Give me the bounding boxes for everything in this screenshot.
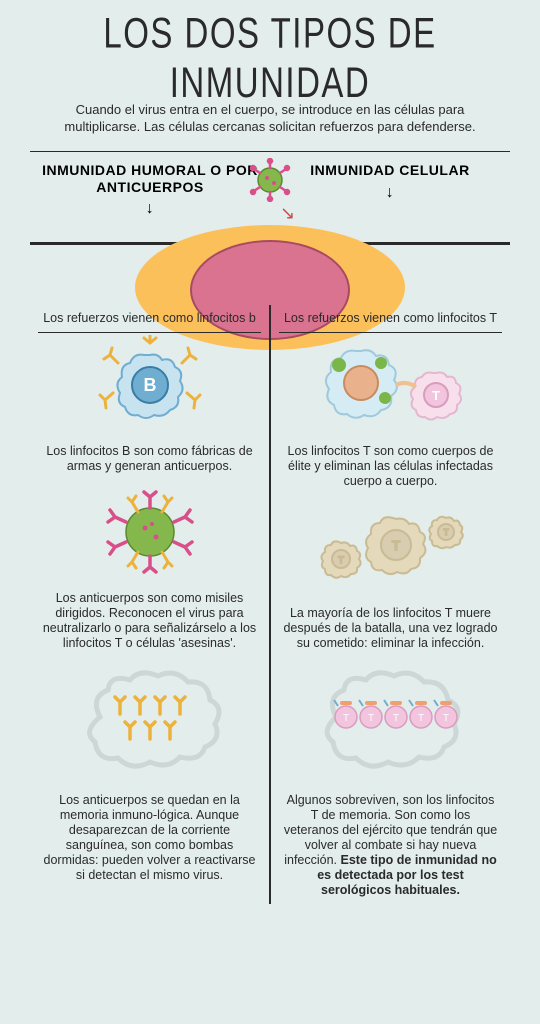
right-header: INMUNIDAD CELULAR ↓ bbox=[270, 162, 510, 202]
left-column: Los refuerzos vienen como linfocitos b B bbox=[30, 305, 269, 904]
left-r4: Los anticuerpos se quedan en la memoria … bbox=[38, 787, 261, 889]
svg-text:T: T bbox=[443, 528, 448, 537]
left-header: INMUNIDAD HUMORAL O POR ANTICUERPOS ↓ bbox=[30, 162, 270, 219]
tcell-icon: T bbox=[279, 333, 502, 438]
cell-diagram: ↘ bbox=[30, 225, 510, 305]
svg-text:T: T bbox=[392, 538, 400, 553]
right-r4: Algunos sobreviven, son los linfocitos T… bbox=[279, 787, 502, 904]
svg-text:T: T bbox=[338, 555, 344, 565]
svg-text:T: T bbox=[392, 713, 398, 724]
virus-icon bbox=[248, 158, 292, 207]
right-r3: La mayoría de los linfocitos T muere des… bbox=[279, 600, 502, 657]
right-header-text: INMUNIDAD CELULAR bbox=[270, 162, 510, 179]
left-header-text: INMUNIDAD HUMORAL O POR ANTICUERPOS bbox=[30, 162, 270, 196]
page-subtitle: Cuando el virus entra en el cuerpo, se i… bbox=[30, 102, 510, 151]
svg-text:T: T bbox=[442, 713, 448, 724]
svg-text:T: T bbox=[342, 713, 348, 724]
page-title: LOS DOS TIPOS DE INMUNIDAD bbox=[30, 9, 510, 108]
right-column: Los refuerzos vienen como linfocitos T T bbox=[271, 305, 510, 904]
left-r3: Los anticuerpos son como misiles dirigid… bbox=[38, 585, 261, 657]
svg-text:T: T bbox=[417, 713, 423, 724]
arrow-down-icon: ↓ bbox=[30, 199, 270, 218]
antibody-attack-icon bbox=[38, 480, 261, 585]
right-r4b: Este tipo de inmunidad no es detectada p… bbox=[317, 853, 497, 897]
right-r2: Los linfocitos T son como cuerpos de éli… bbox=[279, 438, 502, 495]
left-r2: Los linfocitos B son como fábricas de ar… bbox=[38, 438, 261, 480]
entry-arrow-icon: ↘ bbox=[280, 203, 295, 224]
bcell-icon: B bbox=[38, 333, 261, 438]
svg-text:T: T bbox=[432, 388, 440, 403]
arrow-down-icon: ↓ bbox=[270, 183, 510, 202]
right-r1: Los refuerzos vienen como linfocitos T bbox=[279, 305, 502, 332]
columns: Los refuerzos vienen como linfocitos b B bbox=[30, 305, 510, 904]
dead-tcells-icon: T T T bbox=[279, 495, 502, 600]
svg-text:B: B bbox=[143, 375, 156, 395]
svg-text:T: T bbox=[367, 713, 373, 724]
brain-tcells-icon: T T T T T bbox=[279, 657, 502, 787]
brain-antibodies-icon bbox=[38, 657, 261, 787]
left-r1: Los refuerzos vienen como linfocitos b bbox=[38, 305, 261, 332]
